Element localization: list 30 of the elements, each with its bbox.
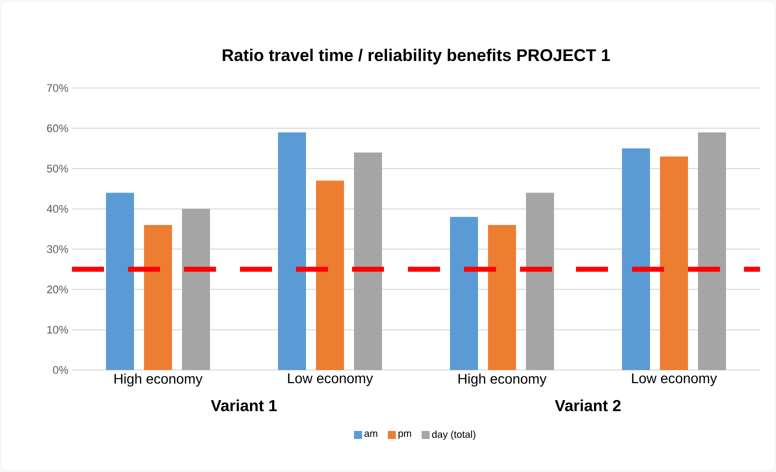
y-tick-label: 0% xyxy=(53,366,68,374)
bar xyxy=(106,192,134,370)
bar xyxy=(526,192,554,370)
bar xyxy=(278,132,306,370)
y-tick-label: 70% xyxy=(47,84,68,92)
x-tick-label: Low economy xyxy=(288,374,373,386)
x-tick-label: Low economy xyxy=(632,374,717,386)
chart-title: Ratio travel time / reliability benefits PROJECT 1 xyxy=(222,48,610,65)
bar xyxy=(698,132,726,370)
legend-label: day (total) xyxy=(432,430,476,440)
x-tick-label: High economy xyxy=(114,374,203,387)
y-tick-label: 40% xyxy=(46,204,68,213)
legend-label: pm xyxy=(398,432,412,439)
text: Variant 1 xyxy=(210,400,277,412)
y-tick-label: 20% xyxy=(47,286,68,294)
bar xyxy=(144,224,172,370)
x-tick-label: High economy xyxy=(458,374,547,387)
y-tick-label: 30% xyxy=(46,245,68,254)
bar xyxy=(660,156,688,370)
y-tick-label: 10% xyxy=(47,326,68,334)
y-tick-label: 60% xyxy=(47,124,68,132)
bar xyxy=(488,224,516,370)
bar xyxy=(354,152,382,370)
bar xyxy=(182,208,210,370)
bar xyxy=(450,216,478,370)
bar xyxy=(316,180,344,370)
legend-label: am xyxy=(364,432,378,437)
bar xyxy=(622,148,650,370)
text: Variant 2 xyxy=(554,400,621,412)
y-tick-label: 50% xyxy=(46,164,68,172)
